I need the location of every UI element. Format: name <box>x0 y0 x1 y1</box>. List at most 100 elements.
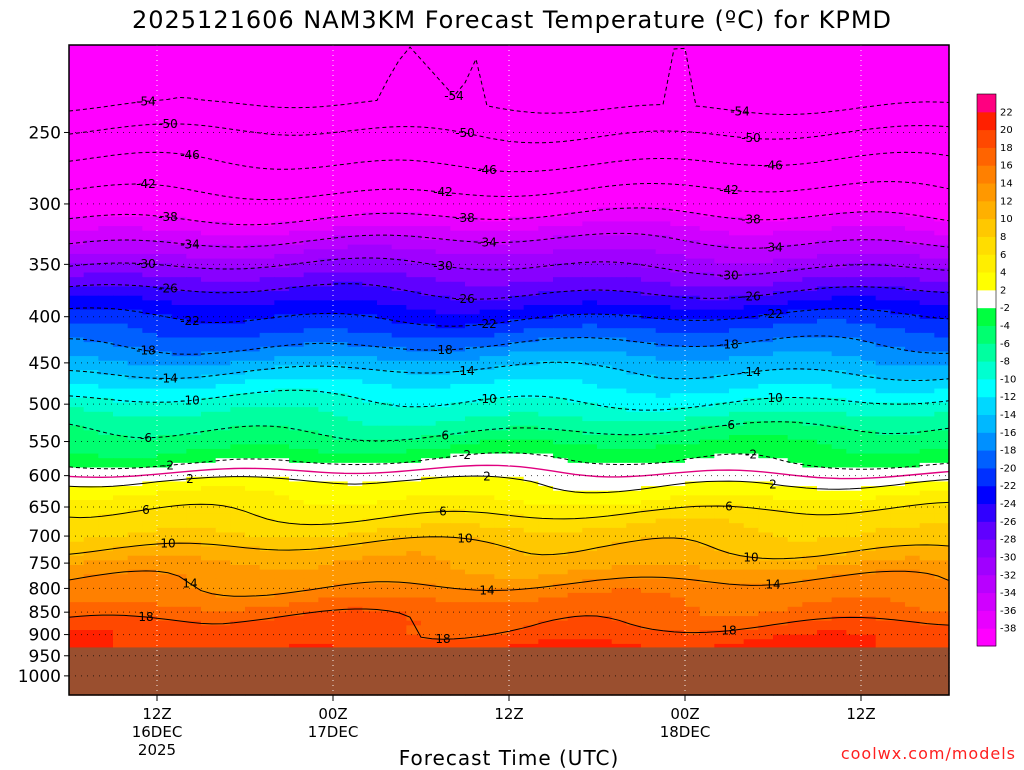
temperature-cell <box>919 416 935 422</box>
temperature-cell <box>171 188 187 195</box>
temperature-cell <box>670 58 686 65</box>
temperature-cell <box>69 393 85 399</box>
temperature-cell <box>201 291 217 297</box>
temperature-cell <box>465 230 481 236</box>
temperature-cell <box>567 188 583 195</box>
temperature-cell <box>406 156 422 162</box>
temperature-cell <box>553 407 569 413</box>
temperature-cell <box>450 397 466 404</box>
temperature-cell <box>230 342 246 348</box>
temperature-cell <box>245 100 261 106</box>
temperature-cell <box>113 72 129 79</box>
temperature-cell <box>303 100 319 106</box>
temperature-cell <box>890 323 906 329</box>
temperature-cell <box>787 300 803 306</box>
temperature-cell <box>157 198 173 204</box>
temperature-cell <box>597 249 613 255</box>
temperature-cell <box>157 258 173 264</box>
temperature-cell <box>846 100 862 106</box>
temperature-cell <box>670 277 686 283</box>
temperature-cell <box>318 151 334 158</box>
temperature-cell <box>362 137 378 144</box>
temperature-cell <box>289 128 305 134</box>
temperature-cell <box>934 240 950 246</box>
temperature-cell <box>215 258 231 264</box>
temperature-cell <box>450 272 466 278</box>
temperature-cell <box>186 49 202 55</box>
temperature-cell <box>699 198 715 204</box>
temperature-cell <box>69 202 85 209</box>
temperature-cell <box>890 267 906 274</box>
temperature-cell <box>157 263 173 269</box>
temperature-cell <box>567 351 583 357</box>
temperature-cell <box>479 198 495 204</box>
temperature-cell <box>699 393 715 399</box>
temperature-cell <box>274 309 290 315</box>
temperature-cell <box>98 105 114 111</box>
temperature-cell <box>641 151 657 158</box>
temperature-cell <box>861 258 877 264</box>
temperature-cell <box>890 133 906 139</box>
temperature-cell <box>494 421 510 427</box>
temperature-cell <box>875 216 891 223</box>
temperature-cell <box>890 277 906 283</box>
temperature-cell <box>699 253 715 260</box>
temperature-cell <box>318 244 334 250</box>
temperature-cell <box>83 402 99 408</box>
temperature-cell <box>377 221 393 227</box>
temperature-cell <box>450 128 466 134</box>
temperature-cell <box>274 295 290 301</box>
temperature-cell <box>934 77 950 83</box>
temperature-cell <box>875 105 891 111</box>
temperature-cell <box>245 281 261 288</box>
temperature-cell <box>905 54 921 60</box>
temperature-cell <box>626 240 642 246</box>
temperature-cell <box>142 86 158 93</box>
temperature-cell <box>98 72 114 79</box>
temperature-cell <box>274 235 290 241</box>
temperature-cell <box>69 86 85 93</box>
temperature-cell <box>157 421 173 427</box>
temperature-cell <box>215 416 231 422</box>
temperature-cell <box>274 58 290 65</box>
temperature-cell <box>127 175 143 181</box>
temperature-cell <box>626 161 642 167</box>
temperature-cell <box>157 123 173 130</box>
temperature-cell <box>318 346 334 353</box>
temperature-cell <box>142 295 158 301</box>
temperature-cell <box>377 314 393 320</box>
temperature-cell <box>479 63 495 69</box>
temperature-cell <box>113 318 129 325</box>
temperature-cell <box>626 318 642 325</box>
temperature-cell <box>861 170 877 176</box>
temperature-cell <box>406 221 422 227</box>
temperature-cell <box>773 179 789 185</box>
temperature-cell <box>641 63 657 69</box>
temperature-cell <box>274 63 290 69</box>
temperature-cell <box>597 411 613 418</box>
temperature-cell <box>699 272 715 278</box>
temperature-cell <box>201 356 217 362</box>
temperature-cell <box>215 123 231 130</box>
temperature-cell <box>787 110 803 116</box>
temperature-cell <box>362 374 378 380</box>
temperature-cell <box>450 105 466 111</box>
temperature-cell <box>201 281 217 288</box>
temperature-cell <box>729 133 745 139</box>
temperature-cell <box>817 68 833 74</box>
temperature-cell <box>142 258 158 264</box>
temperature-cell <box>626 198 642 204</box>
temperature-cell <box>846 286 862 292</box>
temperature-cell <box>758 49 774 55</box>
temperature-cell <box>714 165 730 171</box>
temperature-cell <box>582 286 598 292</box>
temperature-cell <box>274 281 290 288</box>
temperature-cell <box>142 68 158 74</box>
temperature-cell <box>347 63 363 69</box>
temperature-cell <box>230 309 246 315</box>
temperature-cell <box>670 305 686 311</box>
temperature-cell <box>113 202 129 209</box>
temperature-cell <box>919 337 935 343</box>
temperature-cell <box>479 402 495 408</box>
temperature-cell <box>905 300 921 306</box>
